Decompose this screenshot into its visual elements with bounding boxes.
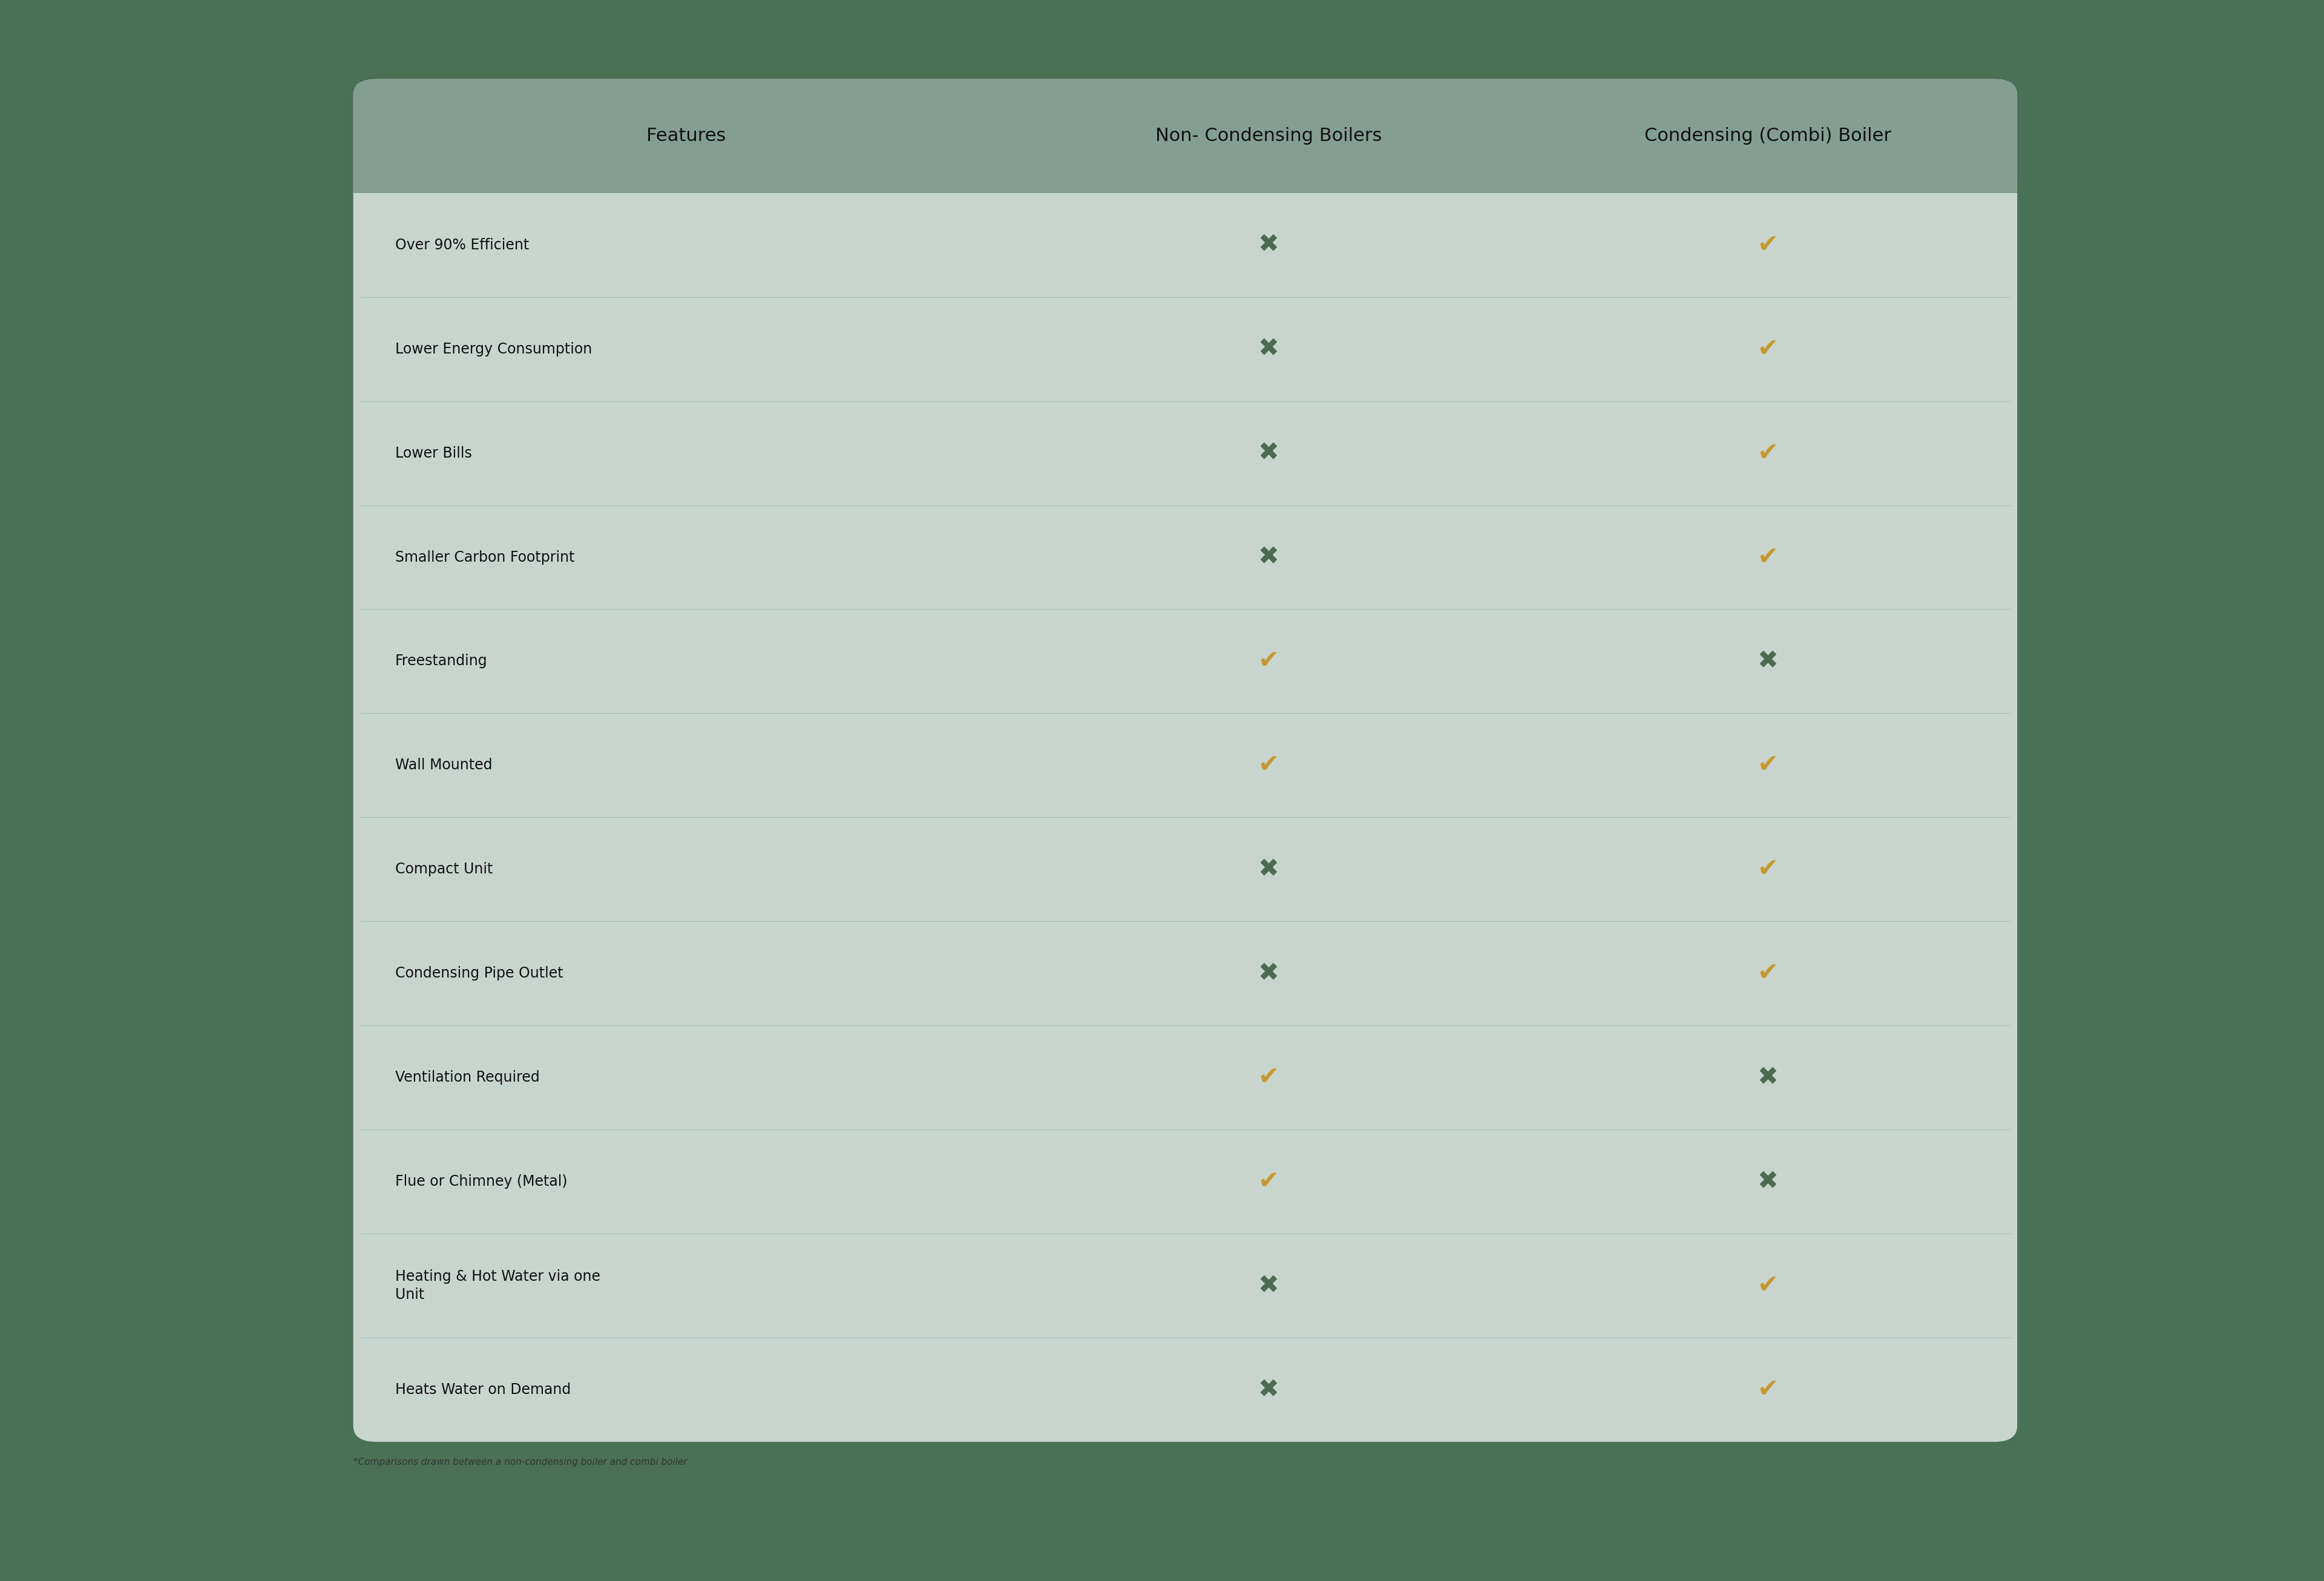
FancyBboxPatch shape [353, 79, 2017, 193]
Text: ✔: ✔ [1257, 648, 1278, 674]
Text: Ventilation Required: Ventilation Required [395, 1070, 539, 1085]
Text: Lower Energy Consumption: Lower Energy Consumption [395, 341, 593, 356]
FancyBboxPatch shape [353, 79, 2017, 1442]
Text: ✔: ✔ [1757, 544, 1778, 569]
Text: ✖: ✖ [1257, 1273, 1278, 1298]
Text: ✔: ✔ [1757, 857, 1778, 882]
Text: Over 90% Efficient: Over 90% Efficient [395, 237, 530, 253]
Text: Heating & Hot Water via one
Unit: Heating & Hot Water via one Unit [395, 1270, 600, 1303]
Text: ✔: ✔ [1757, 1377, 1778, 1402]
Text: Wall Mounted: Wall Mounted [395, 757, 493, 773]
Text: Non- Condensing Boilers: Non- Condensing Boilers [1155, 126, 1383, 145]
Text: Flue or Chimney (Metal): Flue or Chimney (Metal) [395, 1175, 567, 1189]
Text: ✔: ✔ [1757, 337, 1778, 362]
Text: ✖: ✖ [1257, 544, 1278, 569]
Text: ✖: ✖ [1257, 1377, 1278, 1402]
Text: ✖: ✖ [1757, 648, 1778, 674]
Text: ✔: ✔ [1257, 753, 1278, 778]
Text: Compact Unit: Compact Unit [395, 862, 493, 877]
Text: Heats Water on Demand: Heats Water on Demand [395, 1382, 572, 1398]
Text: ✔: ✔ [1257, 1066, 1278, 1091]
Text: ✔: ✔ [1757, 232, 1778, 258]
Text: ✖: ✖ [1757, 1168, 1778, 1194]
Bar [353, 136, 2017, 193]
Text: ✔: ✔ [1257, 1168, 1278, 1194]
Text: Condensing (Combi) Boiler: Condensing (Combi) Boiler [1643, 126, 1892, 145]
Text: ✖: ✖ [1257, 961, 1278, 987]
Text: Lower Bills: Lower Bills [395, 446, 472, 460]
Text: ✖: ✖ [1257, 232, 1278, 258]
Text: Condensing Pipe Outlet: Condensing Pipe Outlet [395, 966, 562, 980]
Text: ✔: ✔ [1757, 1273, 1778, 1298]
Text: Features: Features [646, 126, 725, 145]
Text: ✔: ✔ [1757, 441, 1778, 466]
Text: Smaller Carbon Footprint: Smaller Carbon Footprint [395, 550, 574, 564]
Text: ✔: ✔ [1757, 961, 1778, 987]
Text: *Comparisons drawn between a non-condensing boiler and combi boiler: *Comparisons drawn between a non-condens… [353, 1458, 688, 1467]
Text: ✖: ✖ [1757, 1066, 1778, 1091]
Text: ✖: ✖ [1257, 337, 1278, 362]
Text: Freestanding: Freestanding [395, 655, 488, 669]
Text: ✖: ✖ [1257, 441, 1278, 466]
Text: ✖: ✖ [1257, 857, 1278, 882]
Text: ✔: ✔ [1757, 753, 1778, 778]
